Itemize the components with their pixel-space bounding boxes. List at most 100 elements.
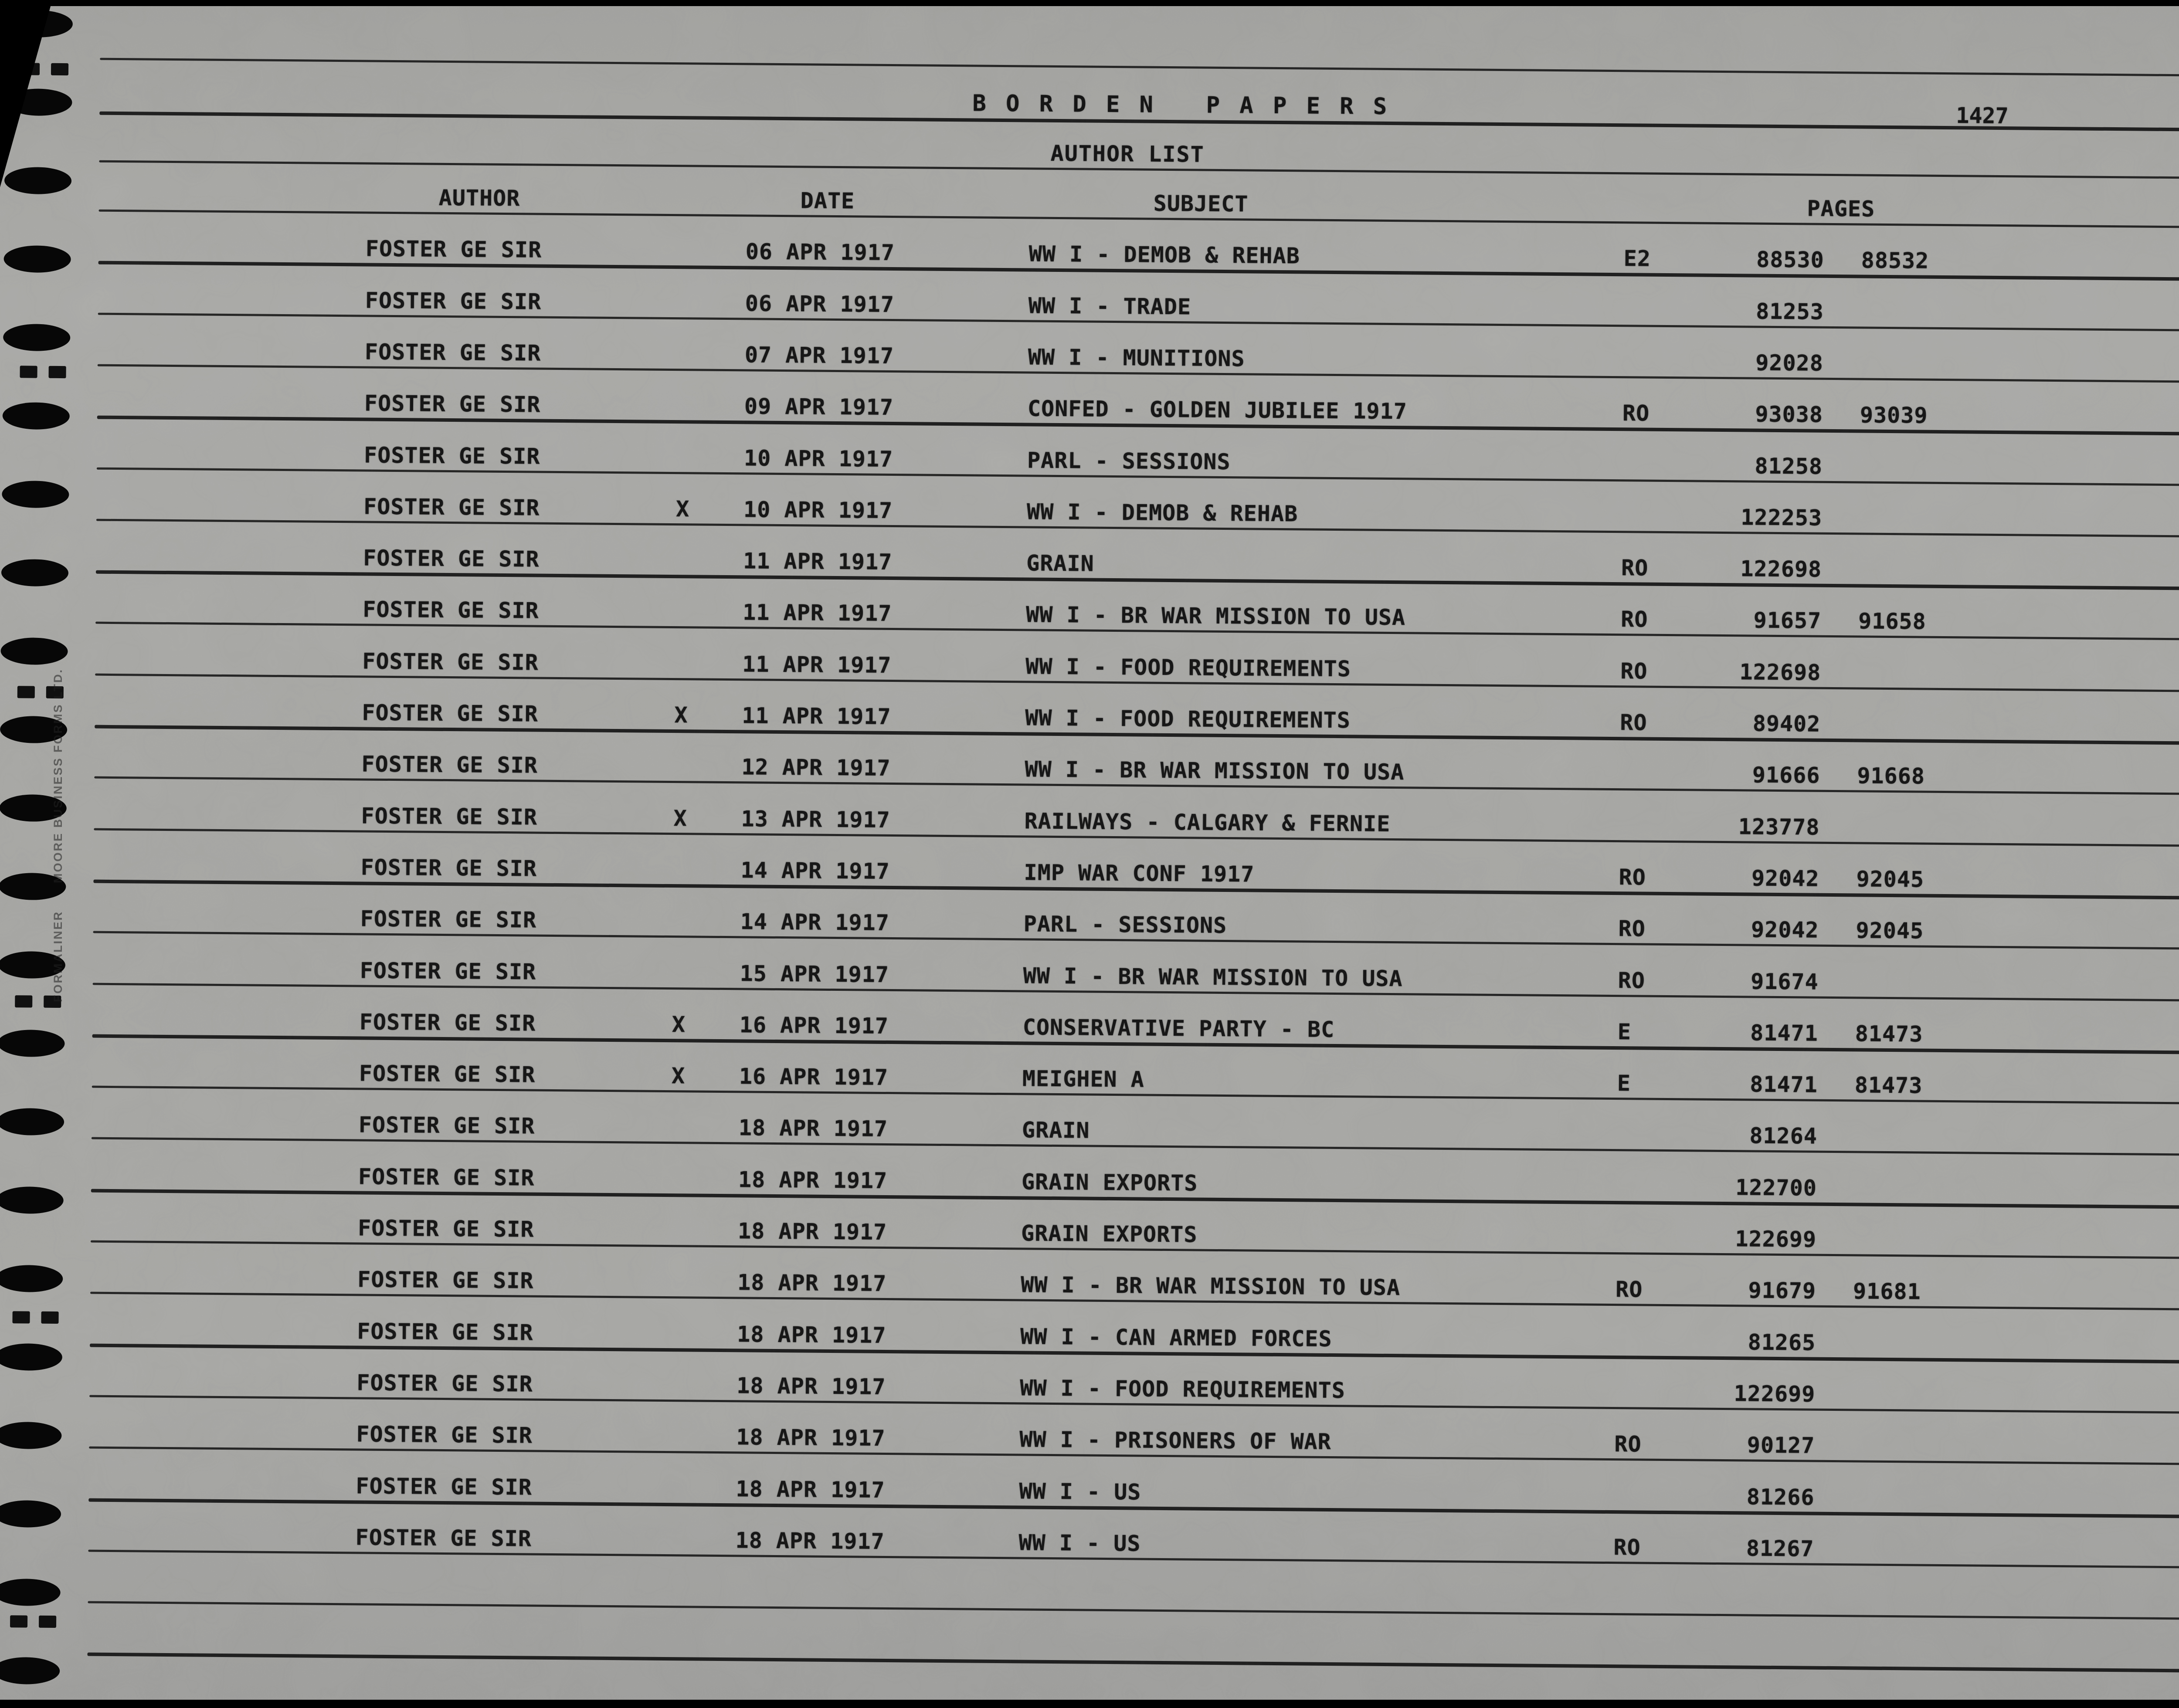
subject-cell: WW I - FOOD REQUIREMENTS bbox=[1025, 654, 1351, 681]
pages-cell-first: 81266 bbox=[1746, 1484, 1815, 1510]
pages-cell-first: 91679 bbox=[1748, 1278, 1816, 1304]
author-cell: FOSTER GE SIR bbox=[363, 442, 540, 469]
pages-cell-first: 92042 bbox=[1751, 865, 1819, 891]
date-cell: 07 APR 1917 bbox=[744, 342, 894, 369]
date-cell: 18 APR 1917 bbox=[737, 1321, 886, 1348]
feed-mark-icon bbox=[51, 63, 69, 76]
cross-reference-mark: X bbox=[671, 1063, 686, 1089]
author-cell: FOSTER GE SIR bbox=[356, 1370, 533, 1397]
punch-hole-icon bbox=[0, 1657, 60, 1685]
feed-mark-icon bbox=[12, 1311, 30, 1324]
date-cell: 11 APR 1917 bbox=[742, 703, 891, 730]
feed-mark-icon bbox=[41, 1311, 59, 1324]
cross-reference-mark: X bbox=[674, 702, 688, 728]
tractor-feed-holes bbox=[0, 10, 2179, 1685]
punch-hole-icon bbox=[2, 402, 70, 430]
code-cell: E bbox=[1617, 1019, 1632, 1045]
pages-cell-second: 91681 bbox=[1853, 1278, 1921, 1305]
cross-reference-mark: X bbox=[673, 805, 687, 831]
ruled-line bbox=[87, 1652, 2179, 1673]
pages-cell-first: 81471 bbox=[1750, 1071, 1818, 1098]
page-title: B O R D E N P A P E R S bbox=[972, 90, 1390, 120]
scan-edge-bottom bbox=[0, 1700, 2179, 1708]
author-cell: FOSTER GE SIR bbox=[362, 700, 539, 727]
subject-cell: CONFED - GOLDEN JUBILEE 1917 bbox=[1027, 396, 1408, 424]
scan-edge-top bbox=[0, 0, 2179, 6]
author-cell: FOSTER GE SIR bbox=[355, 1525, 532, 1552]
subject-cell: CONSERVATIVE PARTY - BC bbox=[1022, 1014, 1335, 1042]
date-cell: 13 APR 1917 bbox=[741, 806, 890, 833]
punch-hole-icon bbox=[1, 559, 69, 587]
author-cell: FOSTER GE SIR bbox=[356, 1421, 533, 1448]
author-cell: FOSTER GE SIR bbox=[357, 1215, 534, 1242]
ruled-line bbox=[100, 58, 2179, 77]
author-cell: FOSTER GE SIR bbox=[358, 1164, 535, 1191]
author-cell: FOSTER GE SIR bbox=[356, 1473, 533, 1500]
subject-cell: GRAIN bbox=[1026, 550, 1094, 576]
subject-cell: IMP WAR CONF 1917 bbox=[1024, 860, 1255, 887]
subject-cell: GRAIN bbox=[1022, 1117, 1090, 1144]
subject-cell: WW I - US bbox=[1018, 1530, 1141, 1556]
pages-cell-second: 81473 bbox=[1855, 1021, 1923, 1047]
date-cell: 09 APR 1917 bbox=[744, 393, 894, 420]
subject-cell: WW I - FOOD REQUIREMENTS bbox=[1020, 1375, 1346, 1403]
author-cell: FOSTER GE SIR bbox=[365, 288, 542, 315]
pages-cell-first: 123778 bbox=[1738, 813, 1820, 840]
author-cell: FOSTER GE SIR bbox=[358, 1112, 535, 1139]
subject-cell: PARL - SESSIONS bbox=[1023, 911, 1227, 939]
column-header-author: AUTHOR bbox=[438, 185, 520, 211]
subject-cell: WW I - TRADE bbox=[1028, 293, 1191, 319]
pages-cell-first: 122698 bbox=[1739, 659, 1821, 685]
author-cell: FOSTER GE SIR bbox=[364, 390, 541, 417]
pages-cell-first: 93038 bbox=[1755, 401, 1823, 427]
table-body: FOSTER GE SIR 06 APR 1917 WW I - DEMOB &… bbox=[61, 17, 2179, 1562]
subject-cell: WW I - DEMOB & REHAB bbox=[1028, 241, 1300, 269]
punch-hole-icon bbox=[3, 323, 71, 352]
subject-cell: WW I - CAN ARMED FORCES bbox=[1020, 1323, 1332, 1352]
date-cell: 18 APR 1917 bbox=[737, 1373, 886, 1400]
punch-hole-icon bbox=[4, 166, 72, 195]
author-cell: FOSTER GE SIR bbox=[361, 803, 538, 830]
punch-hole-icon bbox=[0, 1029, 65, 1057]
date-cell: 15 APR 1917 bbox=[740, 960, 889, 987]
pages-cell-second: 92045 bbox=[1856, 866, 1924, 892]
date-cell: 16 APR 1917 bbox=[739, 1012, 889, 1039]
feed-mark-icon bbox=[20, 366, 37, 378]
date-cell: 18 APR 1917 bbox=[737, 1270, 887, 1297]
column-header-subject: SUBJECT bbox=[1153, 190, 1249, 217]
feed-mark-icon bbox=[15, 995, 33, 1008]
author-cell: FOSTER GE SIR bbox=[363, 545, 540, 572]
pages-cell-first: 90127 bbox=[1747, 1432, 1815, 1458]
date-cell: 12 APR 1917 bbox=[741, 754, 891, 781]
subject-cell: WW I - DEMOB & REHAB bbox=[1026, 499, 1298, 527]
pages-cell-second: 91668 bbox=[1857, 763, 1925, 789]
feed-mark-icon bbox=[48, 366, 66, 379]
subject-cell: GRAIN EXPORTS bbox=[1021, 1220, 1198, 1247]
author-cell: FOSTER GE SIR bbox=[357, 1318, 533, 1345]
date-cell: 14 APR 1917 bbox=[740, 857, 890, 884]
page-content: B O R D E N P A P E R S 1427 AUTHOR LIST… bbox=[0, 10, 2179, 1708]
date-cell: 16 APR 1917 bbox=[739, 1064, 889, 1091]
punch-hole-icon bbox=[0, 1343, 63, 1371]
author-cell: FOSTER GE SIR bbox=[363, 596, 539, 624]
subject-cell: GRAIN EXPORTS bbox=[1021, 1169, 1198, 1196]
punch-hole-icon bbox=[0, 637, 68, 665]
author-cell: FOSTER GE SIR bbox=[357, 1267, 534, 1294]
subject-cell: WW I - BR WAR MISSION TO USA bbox=[1025, 756, 1405, 785]
pages-cell-first: 81253 bbox=[1756, 298, 1824, 325]
author-cell: FOSTER GE SIR bbox=[360, 957, 536, 985]
subject-cell: WW I - FOOD REQUIREMENTS bbox=[1025, 705, 1351, 733]
subject-cell: PARL - SESSIONS bbox=[1027, 447, 1231, 474]
date-cell: 06 APR 1917 bbox=[745, 290, 895, 317]
date-cell: 18 APR 1917 bbox=[735, 1528, 885, 1554]
pages-cell-first: 91674 bbox=[1751, 969, 1819, 995]
pages-cell-first: 89402 bbox=[1752, 711, 1821, 737]
subject-cell: RAILWAYS - CALGARY & FERNIE bbox=[1024, 808, 1391, 837]
column-header-date: DATE bbox=[800, 188, 855, 214]
date-cell: 18 APR 1917 bbox=[736, 1476, 885, 1503]
punch-hole-icon bbox=[3, 245, 71, 273]
form-manufacturer-imprint: FORMALINER MOORE BUSINESS FORMS LTD. bbox=[51, 668, 64, 1002]
column-header-pages: PAGES bbox=[1807, 196, 1875, 222]
